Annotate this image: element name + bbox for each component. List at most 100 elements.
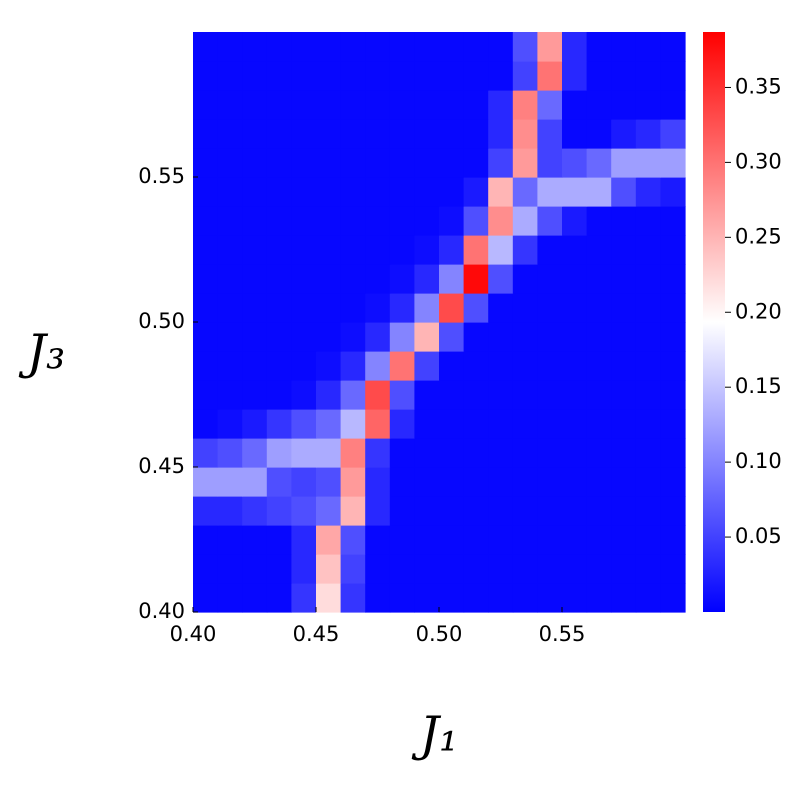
heatmap-cell	[660, 32, 686, 62]
heatmap-cell	[291, 554, 317, 584]
heatmap-cell	[439, 351, 465, 381]
heatmap-cell	[611, 293, 637, 323]
heatmap-cell	[242, 525, 268, 555]
heatmap-cell	[291, 525, 317, 555]
heatmap-cell	[340, 206, 366, 236]
heatmap-cell	[340, 409, 366, 439]
heatmap-cell	[512, 554, 538, 584]
heatmap-cell	[611, 554, 637, 584]
heatmap-cell	[217, 322, 243, 352]
heatmap-cell	[389, 206, 415, 236]
heatmap-cell	[586, 90, 612, 120]
heatmap-cell	[611, 438, 637, 468]
heatmap-cell	[242, 32, 268, 62]
heatmap-cell	[316, 32, 342, 62]
heatmap-cell	[611, 206, 637, 236]
heatmap-cell	[365, 467, 391, 497]
heatmap-cell	[512, 32, 538, 62]
heatmap-cell	[488, 351, 514, 381]
heatmap-cell	[586, 264, 612, 294]
heatmap-cell	[340, 496, 366, 526]
heatmap-cell	[217, 438, 243, 468]
heatmap-cell	[217, 61, 243, 91]
heatmap-cell	[193, 206, 219, 236]
heatmap-cell	[611, 32, 637, 62]
heatmap-cell	[266, 148, 292, 178]
heatmap-cell	[537, 206, 563, 236]
heatmap-cell	[488, 206, 514, 236]
heatmap-cell	[635, 90, 661, 120]
y-tick-label: 0.45	[138, 454, 185, 478]
heatmap-cell	[193, 264, 219, 294]
heatmap-cell	[463, 554, 489, 584]
heatmap-cell	[266, 496, 292, 526]
heatmap-cell	[389, 32, 415, 62]
heatmap-cell	[365, 583, 391, 613]
heatmap-cell	[512, 583, 538, 613]
heatmap-cell	[193, 177, 219, 207]
heatmap-cell	[316, 467, 342, 497]
x-tick-label: 0.40	[170, 622, 217, 646]
y-tick-label: 0.55	[138, 164, 185, 188]
heatmap-cell	[562, 554, 588, 584]
heatmap-cell	[389, 467, 415, 497]
heatmap-cell	[365, 235, 391, 265]
heatmap-cell	[316, 409, 342, 439]
heatmap-cell	[512, 293, 538, 323]
heatmap-cell	[635, 293, 661, 323]
x-tick-label: 0.50	[416, 622, 463, 646]
heatmap-cell	[512, 177, 538, 207]
heatmap-cell	[340, 467, 366, 497]
heatmap-cell	[340, 351, 366, 381]
heatmap-cell	[611, 467, 637, 497]
heatmap-cell	[586, 351, 612, 381]
heatmap-cell	[389, 90, 415, 120]
heatmap-cell	[414, 264, 440, 294]
heatmap-cell	[635, 148, 661, 178]
y-axis-label: J₃	[18, 325, 65, 381]
heatmap-cell	[316, 554, 342, 584]
heatmap-cell	[660, 293, 686, 323]
heatmap-cell	[463, 32, 489, 62]
heatmap-cell	[439, 235, 465, 265]
heatmap-cell	[611, 177, 637, 207]
heatmap-cell	[414, 467, 440, 497]
heatmap-cell	[291, 90, 317, 120]
heatmap-cell	[414, 293, 440, 323]
heatmap-cell	[291, 467, 317, 497]
heatmap-cell	[291, 32, 317, 62]
heatmap-cell	[635, 467, 661, 497]
heatmap-cell	[414, 119, 440, 149]
heatmap-cell	[217, 583, 243, 613]
heatmap-cell	[562, 206, 588, 236]
heatmap-cell	[660, 438, 686, 468]
heatmap-cell	[562, 264, 588, 294]
heatmap-cell	[562, 322, 588, 352]
heatmap-cell	[562, 119, 588, 149]
heatmap-cell	[537, 351, 563, 381]
heatmap-cell	[660, 583, 686, 613]
heatmap-cell	[463, 525, 489, 555]
heatmap-cell	[586, 496, 612, 526]
heatmap-cell	[463, 409, 489, 439]
heatmap-cell	[389, 148, 415, 178]
heatmap-cell	[316, 264, 342, 294]
heatmap-cell	[266, 90, 292, 120]
heatmap-cell	[463, 119, 489, 149]
heatmap-cell	[488, 380, 514, 410]
heatmap-cell	[439, 119, 465, 149]
heatmap-cell	[635, 525, 661, 555]
heatmap-cell	[439, 583, 465, 613]
heatmap-cell	[365, 409, 391, 439]
heatmap-cell	[463, 90, 489, 120]
heatmap-cell	[414, 438, 440, 468]
heatmap-cell	[463, 351, 489, 381]
heatmap-cell	[488, 61, 514, 91]
heatmap-cell	[512, 148, 538, 178]
heatmap-cell	[586, 206, 612, 236]
heatmap-cell	[635, 409, 661, 439]
heatmap-cell	[365, 438, 391, 468]
heatmap-cell	[562, 409, 588, 439]
heatmap-cell	[562, 90, 588, 120]
heatmap-cell	[562, 496, 588, 526]
